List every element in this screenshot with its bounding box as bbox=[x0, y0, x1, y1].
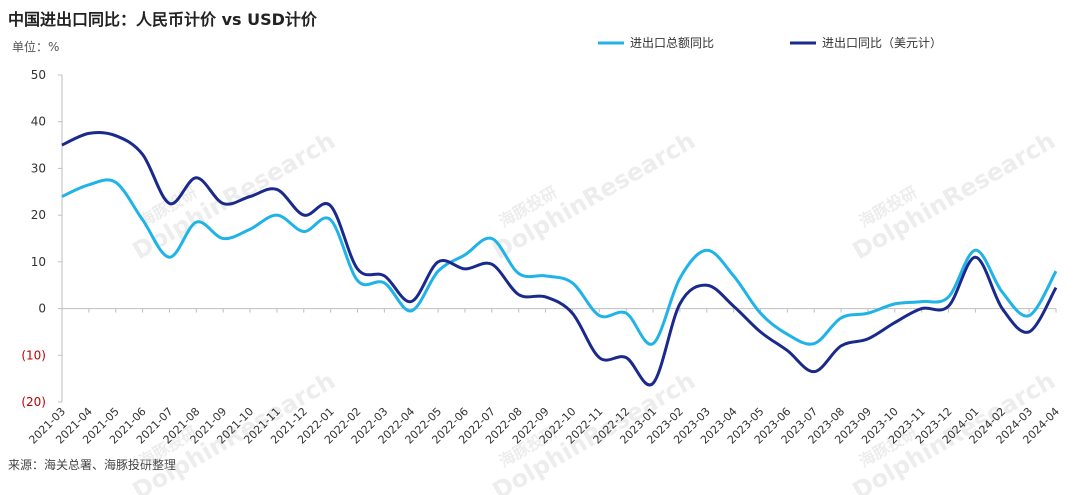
y-tick-label: 0 bbox=[38, 302, 46, 316]
y-tick-label: 50 bbox=[31, 68, 46, 82]
source-note: 来源：海关总署、海豚投研整理 bbox=[8, 458, 177, 472]
unit-label: 单位：% bbox=[12, 40, 60, 54]
y-tick-label: 10 bbox=[31, 255, 46, 269]
y-tick-label: (20) bbox=[21, 395, 46, 409]
watermark-brand: DolphinResearch bbox=[128, 127, 340, 266]
watermark-brand: DolphinResearch bbox=[848, 127, 1060, 266]
legend-label: 进出口总额同比 bbox=[630, 36, 714, 50]
series-line-1 bbox=[61, 178, 1058, 346]
watermark-brand: DolphinResearch bbox=[488, 127, 700, 266]
series-line-2 bbox=[61, 131, 1058, 387]
y-tick-label: 30 bbox=[31, 161, 46, 175]
y-tick-label: (10) bbox=[21, 348, 46, 362]
y-tick-label: 40 bbox=[31, 115, 46, 129]
y-tick-label: 20 bbox=[31, 208, 46, 222]
legend-label: 进出口同比（美元计） bbox=[822, 36, 942, 50]
chart-title: 中国进出口同比：人民币计价 vs USD计价 bbox=[8, 10, 317, 29]
